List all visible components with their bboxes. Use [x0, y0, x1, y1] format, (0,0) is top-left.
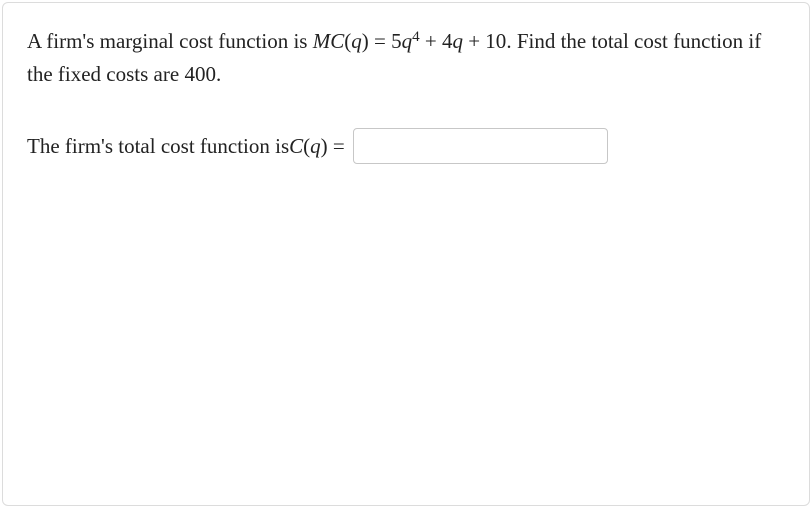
answer-open: (: [303, 130, 310, 163]
question-intro: A firm's marginal cost function is: [27, 29, 313, 53]
mc-lhs-c: C: [330, 29, 344, 53]
mc-lhs-m: M: [313, 29, 331, 53]
answer-close-eq: ) =: [321, 130, 345, 163]
answer-input[interactable]: [353, 128, 608, 164]
term1-exp: 4: [412, 29, 420, 45]
mc-lhs-close-eq: ) =: [362, 29, 391, 53]
term1-var: q: [402, 29, 413, 53]
question-panel: A firm's marginal cost function is MC(q)…: [2, 2, 810, 506]
term2-var: q: [452, 29, 463, 53]
answer-c: C: [289, 130, 303, 163]
answer-line: The firm's total cost function is C(q) =: [27, 128, 785, 164]
answer-q: q: [310, 130, 321, 163]
plus1: + 4: [420, 29, 453, 53]
question-text: A firm's marginal cost function is MC(q)…: [27, 25, 785, 90]
answer-prefix: The firm's total cost function is: [27, 130, 289, 163]
term1-coef: 5: [391, 29, 402, 53]
mc-lhs-q: q: [351, 29, 362, 53]
plus2: + 10: [463, 29, 506, 53]
